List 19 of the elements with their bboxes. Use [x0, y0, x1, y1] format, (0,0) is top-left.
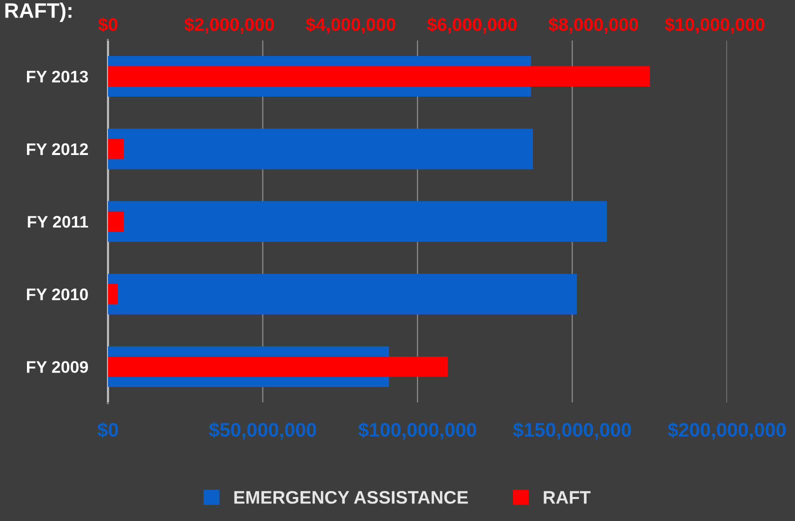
x2-tick-label: $0	[98, 17, 118, 32]
x2-tick-label: $10,000,000	[664, 17, 764, 34]
x2-tick-label: $6,000,000	[427, 17, 517, 34]
chart-title: RAFT):	[5, 2, 72, 22]
legend-label: RAFT	[544, 491, 591, 504]
x-tick-label: $50,000,000	[208, 422, 316, 440]
x2-tick-label: $4,000,000	[306, 17, 396, 34]
x2-tick-label: $8,000,000	[548, 17, 638, 34]
x-tick-label: $200,000,000	[668, 422, 786, 440]
x-tick-label: $100,000,000	[358, 422, 476, 440]
x2-tick-label: $2,000,000	[184, 17, 274, 34]
y-tick-label: FY 2009	[26, 361, 88, 373]
y-tick-label: FY 2012	[26, 143, 88, 156]
y-tick-label: FY 2011	[28, 216, 88, 228]
legend-label: EMERGENCY ASSISTANCE	[234, 491, 468, 504]
x-tick-label: $150,000,000	[513, 422, 631, 440]
x-tick-label: $0	[97, 422, 118, 438]
y-tick-label: FY 2013	[26, 70, 88, 83]
y-tick-label: FY 2010	[26, 288, 88, 300]
